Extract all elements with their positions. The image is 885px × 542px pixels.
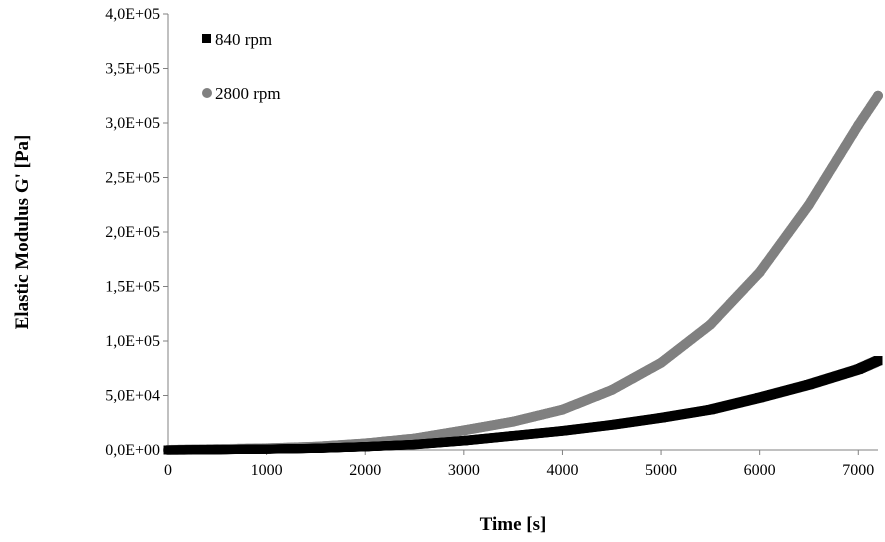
x-tick-label: 4000 [546, 462, 578, 479]
legend-label: 2800 rpm [215, 84, 281, 103]
data-point [311, 443, 321, 453]
legend-item: 840 rpm [202, 30, 272, 49]
data-point [656, 413, 666, 423]
data-point [853, 120, 864, 131]
legend-label: 840 rpm [215, 30, 272, 49]
data-point [410, 440, 420, 450]
y-axis-title: Elastic Modulus G' [Pa] [12, 135, 33, 330]
data-point [705, 405, 715, 415]
x-tick-label: 5000 [645, 462, 677, 479]
y-tick-label: 3,5E+05 [105, 61, 160, 78]
y-tick-label: 5,0E+04 [105, 388, 160, 405]
x-tick-label: 3000 [448, 462, 480, 479]
x-axis-title: Time [s] [480, 514, 547, 535]
data-point [803, 199, 814, 210]
x-tick-label: 1000 [251, 462, 283, 479]
data-point [212, 445, 222, 455]
data-point [557, 426, 567, 436]
data-point [458, 425, 469, 436]
data-point [557, 404, 568, 415]
data-point [873, 90, 883, 101]
series-2800-rpm [163, 90, 883, 455]
y-tick-label: 1,0E+05 [105, 333, 160, 350]
data-point [873, 356, 883, 366]
legend-square-marker [202, 34, 211, 43]
series-840-rpm [163, 356, 883, 455]
data-point [459, 436, 469, 446]
data-point [755, 393, 765, 403]
data-point [804, 380, 814, 390]
x-tick-label: 6000 [744, 462, 776, 479]
data-point [656, 357, 667, 368]
data-point [607, 420, 617, 430]
y-tick-label: 4,0E+05 [105, 6, 160, 23]
legend-item: 2800 rpm [202, 84, 281, 103]
x-tick-label: 2000 [349, 462, 381, 479]
data-point [262, 444, 272, 454]
data-point [853, 364, 863, 374]
data-point [754, 267, 765, 278]
y-tick-label: 2,0E+05 [105, 224, 160, 241]
x-tick-label: 7000 [842, 462, 874, 479]
data-point [508, 431, 518, 441]
series-layer [163, 90, 883, 455]
data-point [360, 442, 370, 452]
data-point [606, 385, 617, 396]
y-tick-label: 2,5E+05 [105, 170, 160, 187]
y-tick-label: 0,0E+00 [105, 442, 160, 459]
data-point [163, 445, 173, 455]
legend-circle-marker [202, 88, 212, 98]
axes: 0,0E+00 5,0E+04 1,0E+05 1,5E+05 2,0E+05 2,5E+… [105, 6, 878, 479]
data-point [508, 416, 519, 427]
legend: 840 rpm 2800 rpm [202, 30, 281, 103]
y-tick-label: 1,5E+05 [105, 279, 160, 296]
y-tick-label: 3,0E+05 [105, 115, 160, 132]
data-point [705, 319, 716, 330]
x-tick-label: 0 [164, 462, 172, 479]
